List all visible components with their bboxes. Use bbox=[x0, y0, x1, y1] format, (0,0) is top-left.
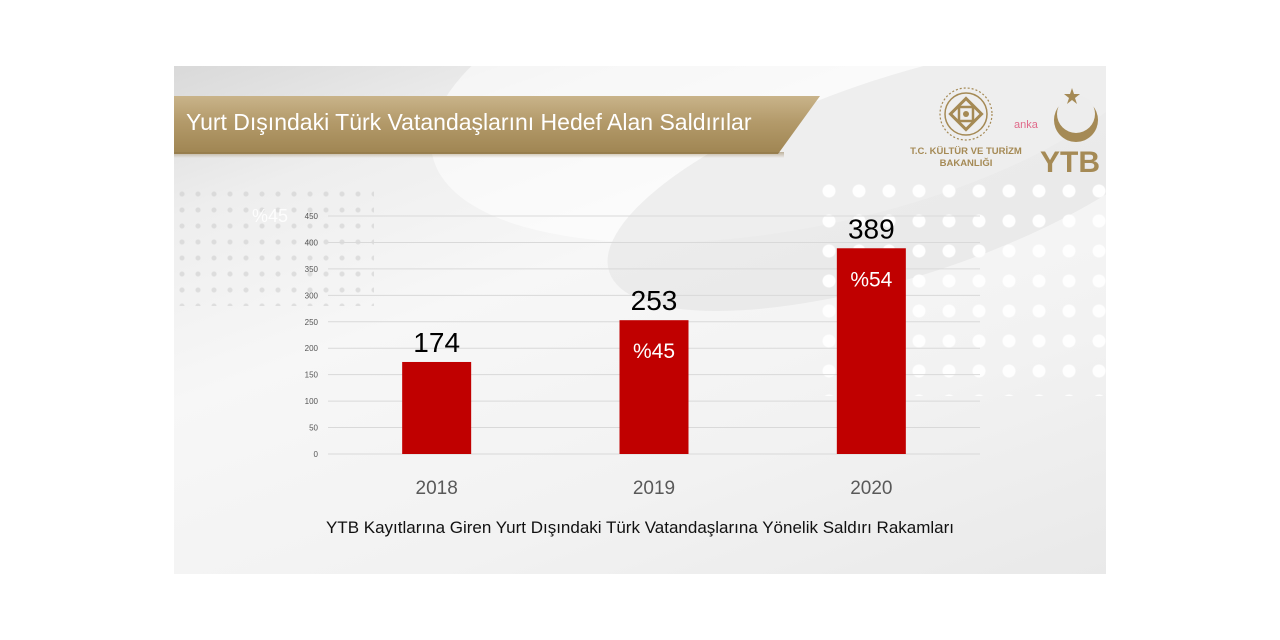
y-tick-label: 50 bbox=[309, 424, 318, 433]
ministry-name-line2: BAKANLIĞI bbox=[940, 157, 993, 169]
y-tick-label: 200 bbox=[305, 344, 319, 353]
bar-percent-label: %45 bbox=[633, 340, 675, 363]
x-tick-label: 2020 bbox=[850, 478, 892, 499]
title-banner-shadow bbox=[174, 152, 784, 158]
x-tick-label: 2019 bbox=[633, 478, 675, 499]
y-tick-label: 150 bbox=[305, 371, 319, 380]
y-tick-label: 350 bbox=[305, 265, 319, 274]
banner-title: Yurt Dışındaki Türk Vatandaşlarını Hedef… bbox=[186, 109, 752, 135]
anka-overlay-text: anka bbox=[1014, 119, 1039, 131]
title-banner bbox=[174, 96, 820, 154]
crescent-star-icon bbox=[1054, 88, 1098, 142]
y-tick-label: 250 bbox=[305, 318, 319, 327]
bar bbox=[619, 320, 689, 454]
faded-watermark-label: %45 bbox=[252, 206, 289, 226]
y-tick-label: 450 bbox=[305, 212, 319, 221]
x-tick-label: 2018 bbox=[416, 478, 458, 499]
bar bbox=[402, 361, 472, 454]
chart-caption: YTB Kayıtlarına Giren Yurt Dışındaki Tür… bbox=[325, 518, 955, 537]
bar-value-label: 174 bbox=[413, 327, 460, 358]
ytb-logo-text: YTB bbox=[1040, 146, 1100, 179]
y-tick-label: 0 bbox=[314, 450, 319, 459]
ministry-name-line1: T.C. KÜLTÜR VE TURİZM bbox=[910, 146, 1022, 157]
y-tick-label: 100 bbox=[305, 397, 319, 406]
background-dot-pattern-left bbox=[174, 186, 374, 306]
ytb-logo: anka YTB bbox=[1014, 88, 1100, 179]
y-tick-label: 300 bbox=[305, 291, 319, 300]
bar-value-label: 253 bbox=[631, 285, 678, 316]
bar-percent-label: %54 bbox=[850, 268, 892, 291]
ministry-logo: T.C. KÜLTÜR VE TURİZM BAKANLIĞI bbox=[910, 87, 1022, 169]
slide-canvas: %45 Yurt Dışındaki Türk Vatandaşlarını H… bbox=[174, 66, 1106, 574]
y-tick-label: 400 bbox=[305, 238, 319, 247]
bar-chart: 0 50 100 150 200 250 300 350 400 450 174 2018 253 %45… bbox=[305, 212, 980, 499]
ministry-emblem-icon bbox=[939, 87, 993, 141]
bar-value-label: 389 bbox=[848, 213, 895, 244]
bar bbox=[836, 248, 906, 454]
